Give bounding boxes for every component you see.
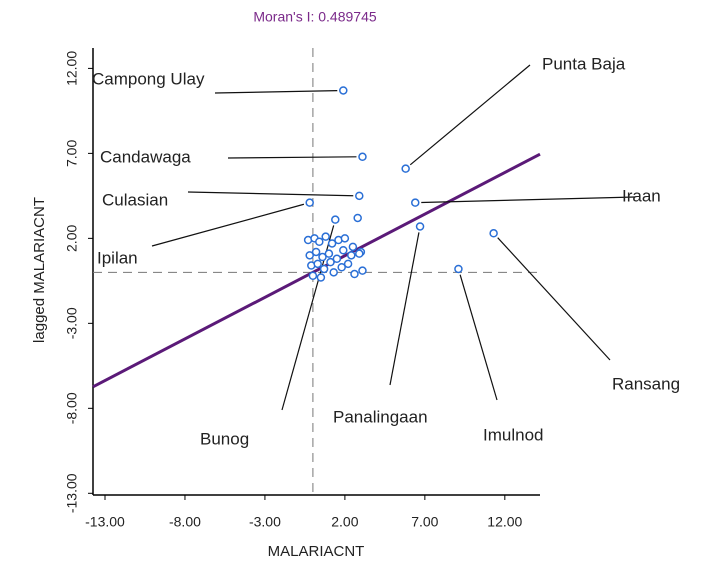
leader-line [187,191,354,197]
point [332,254,342,264]
point [340,234,350,243]
x-tick-label: -13.00 [85,514,125,530]
y-tick-label: 2.00 [64,225,80,252]
point [358,152,367,162]
y-tick-label: -8.00 [64,392,80,424]
point-label: Panalingaan [333,407,428,426]
point [353,213,362,223]
point [401,164,410,173]
leader-line [421,196,636,204]
point [348,242,358,252]
point [315,237,324,247]
regression-line [92,152,541,389]
point [319,264,329,274]
point [321,232,330,241]
leader-line [459,274,498,401]
y-axis-label: lagged MALARIACNT [31,197,48,343]
point-label: Imulnod [483,425,543,444]
point [329,268,338,277]
point-label: Punta Baja [542,54,626,73]
point [339,246,348,255]
point [305,198,314,207]
leader-line [497,237,611,361]
point [337,263,346,272]
x-tick-label: -3.00 [249,514,281,530]
point-label: Campong Ulay [92,69,205,88]
point [308,271,318,280]
point [355,191,364,201]
point [326,257,335,267]
leader-line [389,232,420,386]
point-label: Culasian [102,190,168,209]
point [347,251,356,260]
point [327,239,337,248]
leader-line [409,64,531,166]
y-tick-label: 7.00 [64,140,80,167]
point-label: Iraan [622,186,661,205]
point-label: Ipilan [97,248,138,267]
point [358,266,367,275]
point [415,222,425,231]
point [316,273,326,282]
x-axis-label: MALARIACNT [268,543,365,560]
point-label: Ransang [612,374,680,393]
x-tick-label: 12.00 [487,514,522,530]
point [305,251,314,260]
x-tick-label: 2.00 [331,514,358,530]
point [313,259,322,269]
x-tick-label: -8.00 [169,514,201,530]
point-label: Candawaga [100,147,191,166]
point [355,249,364,258]
point [454,264,463,274]
leader-line [151,203,305,247]
chart-title: Moran's I: 0.489745 [253,9,377,25]
leader-line [227,156,357,159]
point [350,269,359,279]
point [324,249,334,258]
point [318,252,327,262]
point [343,259,353,269]
y-tick-label: 12.00 [64,51,80,86]
point [489,229,498,238]
x-tick-label: 7.00 [411,514,438,530]
point [411,198,420,207]
y-tick-label: -13.00 [64,473,80,513]
point [311,247,321,257]
point-label: Bunog [200,429,249,448]
point [339,86,348,95]
y-tick-label: -3.00 [64,307,80,339]
point [331,215,340,224]
leader-line [214,90,338,94]
